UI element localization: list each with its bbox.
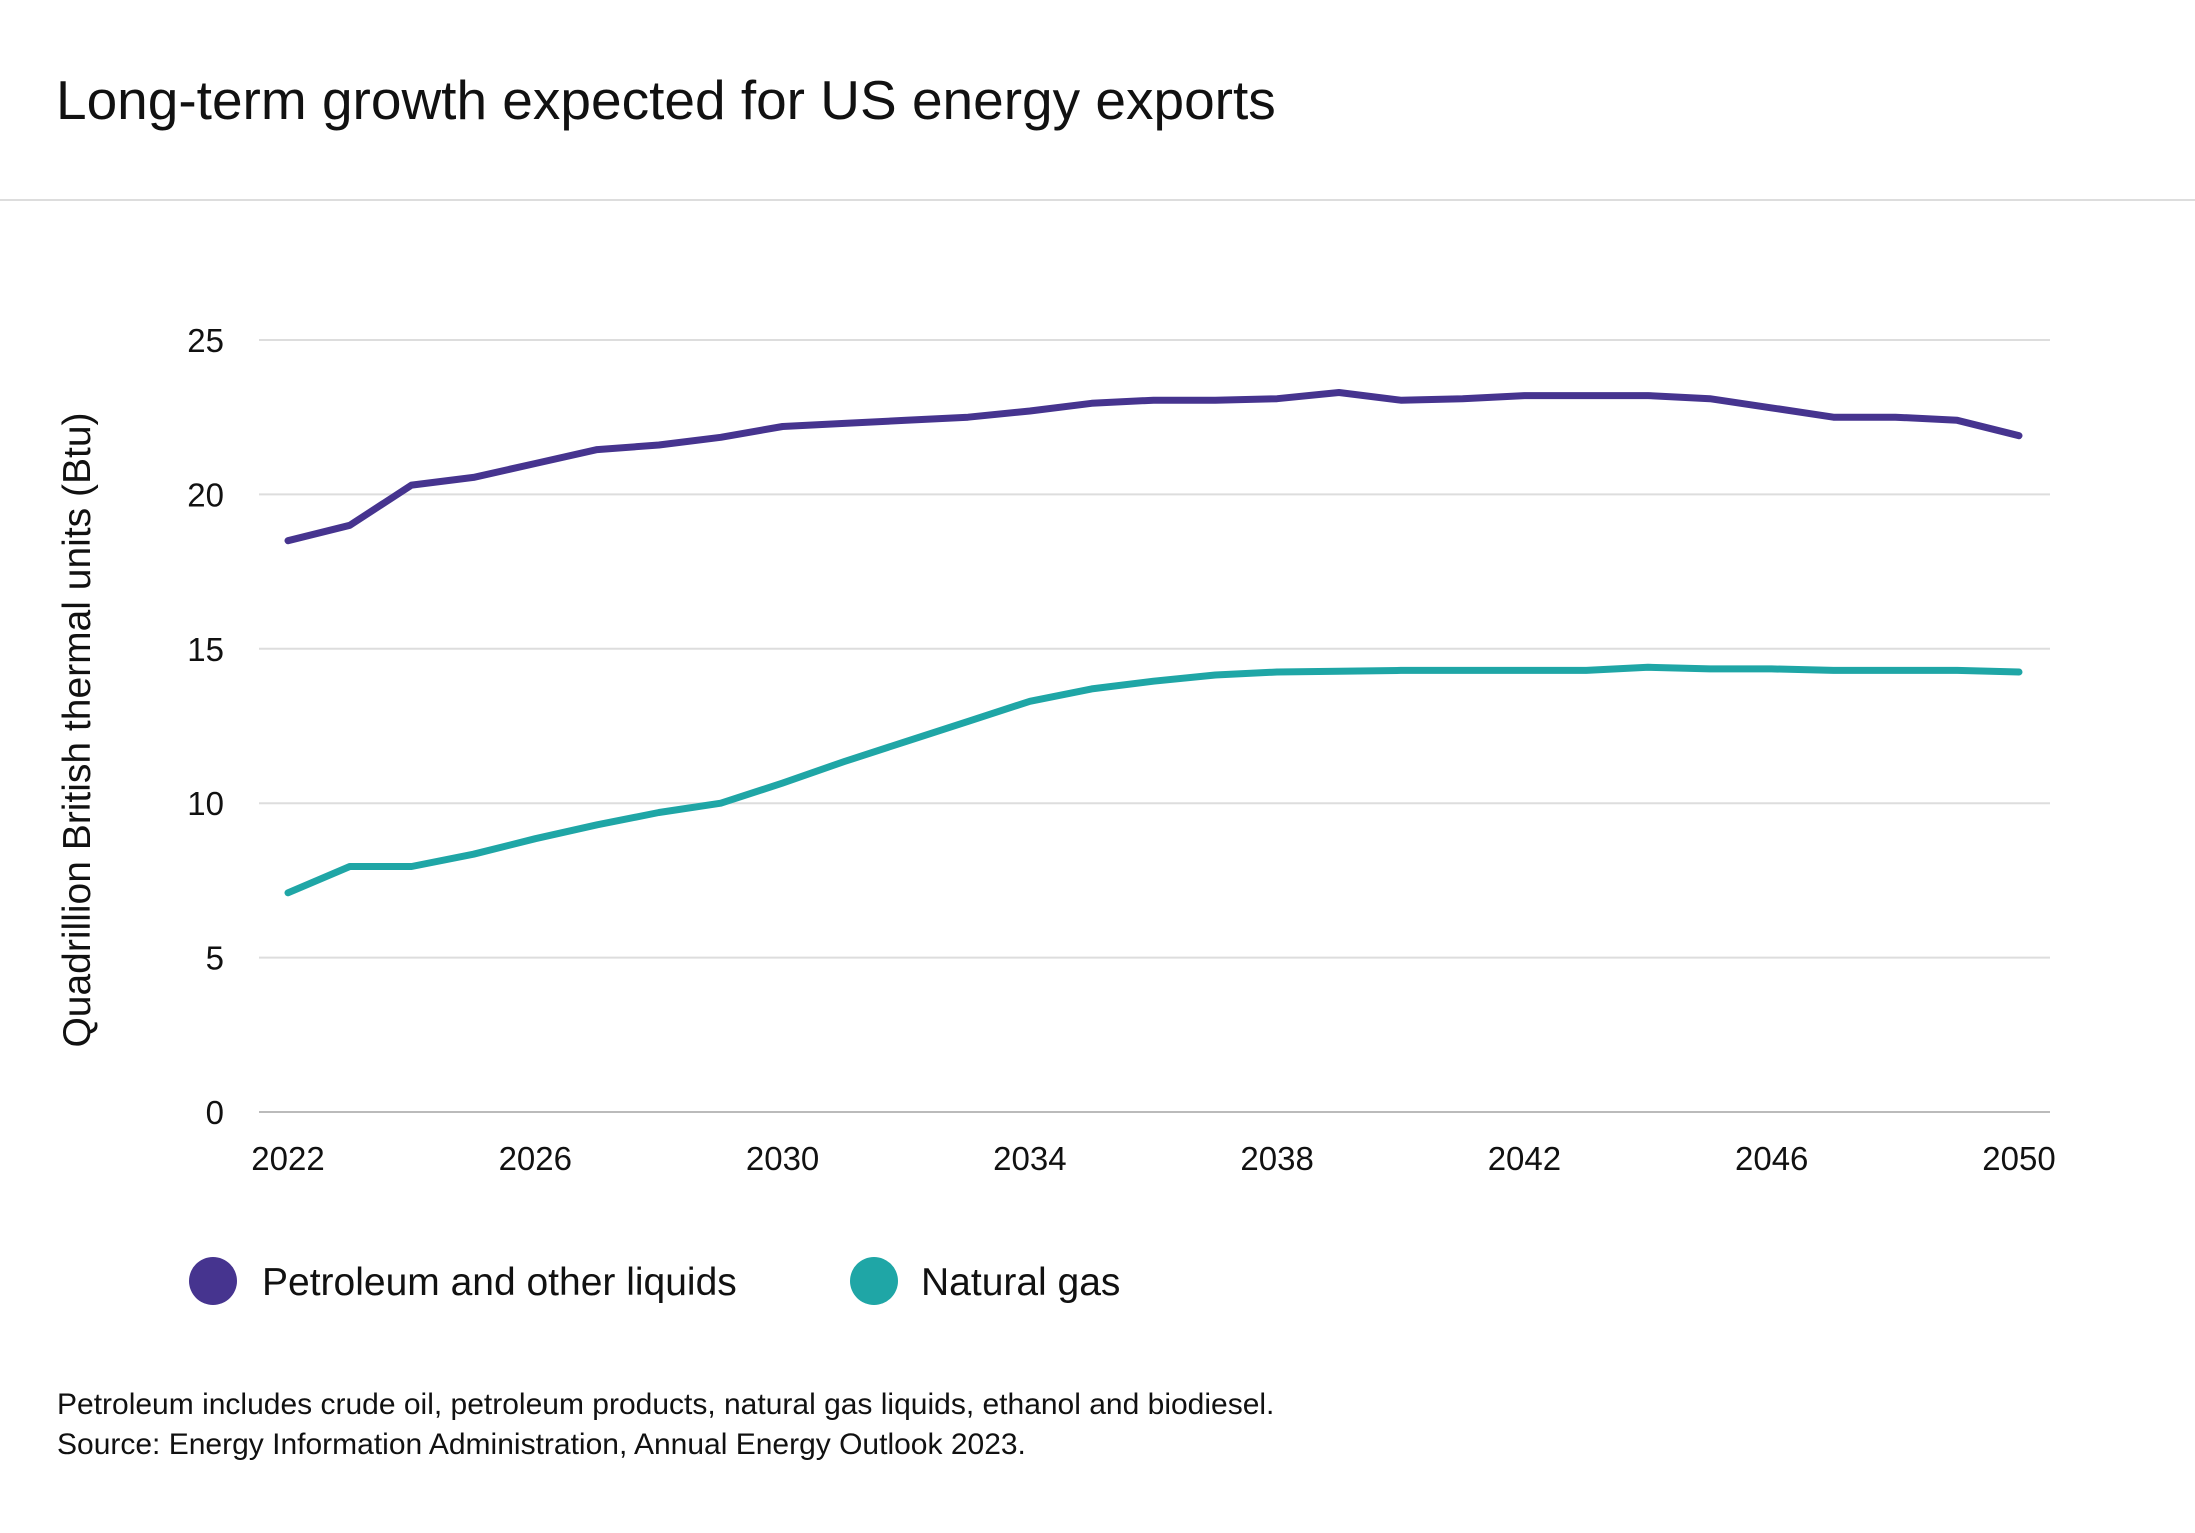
legend-marker: [850, 1257, 898, 1305]
x-tick-label: 2038: [1240, 1140, 1313, 1177]
y-tick-label: 10: [187, 785, 224, 822]
x-tick-label: 2042: [1488, 1140, 1561, 1177]
y-tick-label: 5: [206, 940, 224, 977]
footnote-source: Source: Energy Information Administratio…: [57, 1428, 1026, 1461]
legend-label: Petroleum and other liquids: [262, 1261, 737, 1304]
legend-marker: [189, 1257, 237, 1305]
x-tick-label: 2034: [993, 1140, 1066, 1177]
y-tick-label: 25: [187, 322, 224, 359]
series-line-natural-gas: [284, 663, 2023, 897]
title-divider: [0, 199, 2195, 201]
y-tick-label: 20: [187, 476, 224, 513]
footnotes: Petroleum includes crude oil, petroleum …: [57, 1385, 1274, 1465]
y-axis-label: Quadrillion British thermal units (Btu): [56, 412, 99, 1047]
x-tick-label: 2022: [251, 1140, 324, 1177]
footnote-definition: Petroleum includes crude oil, petroleum …: [57, 1388, 1275, 1421]
series-line-petroleum: [284, 389, 2023, 545]
y-tick-label: 0: [206, 1094, 224, 1131]
x-tick-label: 2030: [746, 1140, 819, 1177]
x-tick-label: 2046: [1735, 1140, 1808, 1177]
x-tick-label: 2026: [499, 1140, 572, 1177]
chart-title: Long-term growth expected for US energy …: [56, 69, 1276, 131]
x-tick-label: 2050: [1982, 1140, 2055, 1177]
y-tick-label: 15: [187, 631, 224, 668]
legend-label: Natural gas: [921, 1261, 1120, 1304]
